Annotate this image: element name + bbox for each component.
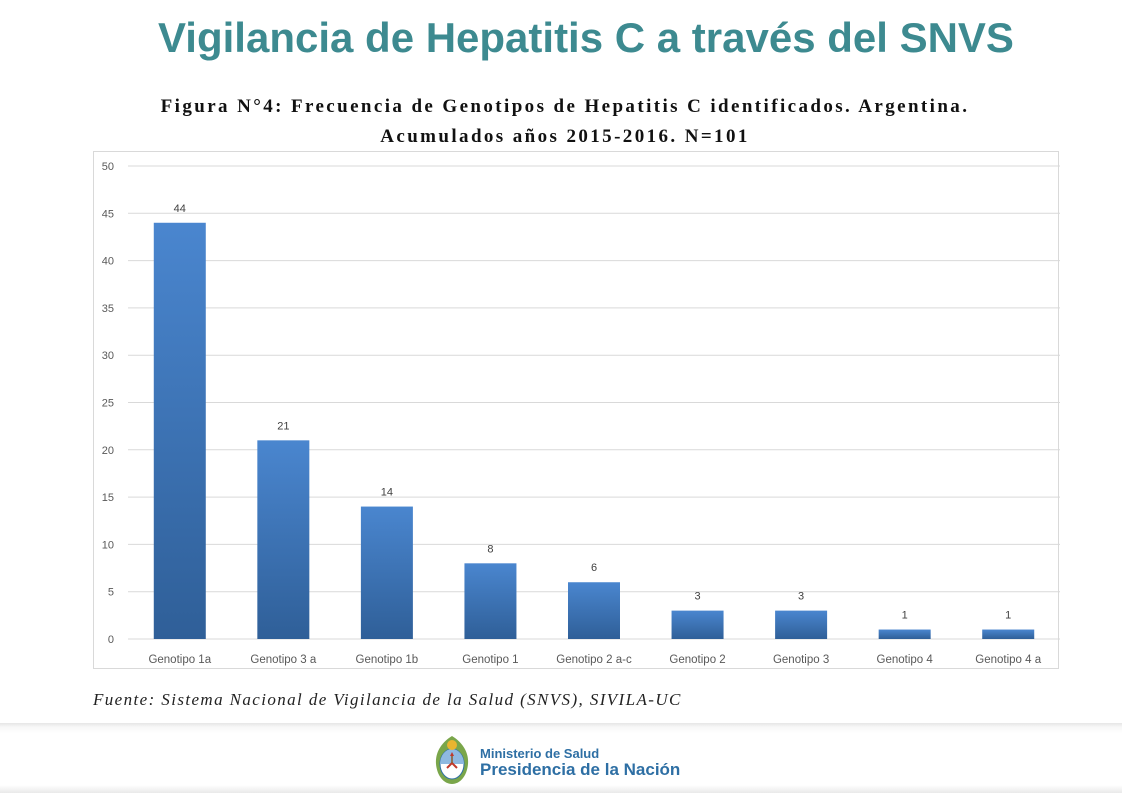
data-label: 1 bbox=[902, 610, 908, 622]
ministry-label: Ministerio de Salud bbox=[480, 746, 600, 761]
y-tick-label: 50 bbox=[102, 161, 114, 173]
x-tick-label: Genotipo 4 a bbox=[975, 654, 1041, 666]
x-tick-label: Genotipo 1 bbox=[462, 654, 518, 666]
y-tick-label: 15 bbox=[102, 492, 114, 504]
slide-title: Vigilancia de Hepatitis C a través del S… bbox=[158, 14, 1014, 61]
x-tick-label: Genotipo 3 bbox=[773, 654, 829, 666]
bar bbox=[982, 629, 1035, 639]
x-tick-label: Genotipo 1a bbox=[148, 654, 211, 666]
bar bbox=[360, 506, 413, 639]
data-label: 3 bbox=[694, 591, 700, 603]
x-tick-label: Genotipo 2 a-c bbox=[556, 654, 632, 666]
national-coat-of-arms-icon bbox=[435, 736, 469, 784]
data-label: 8 bbox=[487, 543, 493, 555]
figure-caption-line-2: Acumulados años 2015-2016. N=101 bbox=[380, 126, 750, 147]
source-note: Fuente: Sistema Nacional de Vigilancia d… bbox=[93, 690, 682, 709]
data-label: 44 bbox=[174, 203, 186, 215]
y-tick-label: 20 bbox=[102, 445, 114, 457]
y-tick-label: 35 bbox=[102, 303, 114, 315]
figure-caption-line-1: Figura N°4: Frecuencia de Genotipos de H… bbox=[160, 96, 970, 117]
y-tick-label: 5 bbox=[108, 587, 114, 599]
data-label: 1 bbox=[1005, 610, 1011, 622]
x-tick-label: Genotipo 4 bbox=[877, 654, 934, 666]
y-tick-label: 45 bbox=[102, 208, 114, 220]
chart-frame: 0 5 10 15 20 25 30 35 40 45 50 44 Genotipo 1a 21 Genot… bbox=[93, 151, 1060, 669]
data-label: 14 bbox=[381, 487, 393, 499]
presidency-label: Presidencia de la Nación bbox=[480, 760, 681, 779]
bar bbox=[464, 563, 517, 639]
bar bbox=[568, 582, 620, 639]
bar bbox=[878, 629, 931, 639]
bar bbox=[671, 610, 724, 639]
data-label: 6 bbox=[591, 562, 597, 574]
y-tick-label: 10 bbox=[102, 539, 114, 551]
x-tick-label: Genotipo 1b bbox=[356, 654, 419, 666]
data-label: 3 bbox=[798, 591, 804, 603]
bar bbox=[153, 222, 206, 639]
footer-bar bbox=[0, 723, 1122, 793]
x-tick-label: Genotipo 2 bbox=[669, 654, 725, 666]
y-tick-label: 25 bbox=[102, 398, 114, 410]
bar bbox=[257, 440, 310, 639]
y-tick-label: 40 bbox=[102, 256, 114, 268]
y-tick-label: 0 bbox=[108, 634, 114, 646]
figure-caption: Figura N°4: Frecuencia de Genotipos de H… bbox=[60, 92, 1070, 152]
y-tick-label: 30 bbox=[102, 350, 114, 362]
data-label: 21 bbox=[277, 420, 289, 432]
bar-chart: 0 5 10 15 20 25 30 35 40 45 50 44 Genotipo 1a 21 Genot… bbox=[102, 161, 1060, 666]
x-tick-label: Genotipo 3 a bbox=[250, 654, 316, 666]
bar bbox=[775, 610, 828, 639]
